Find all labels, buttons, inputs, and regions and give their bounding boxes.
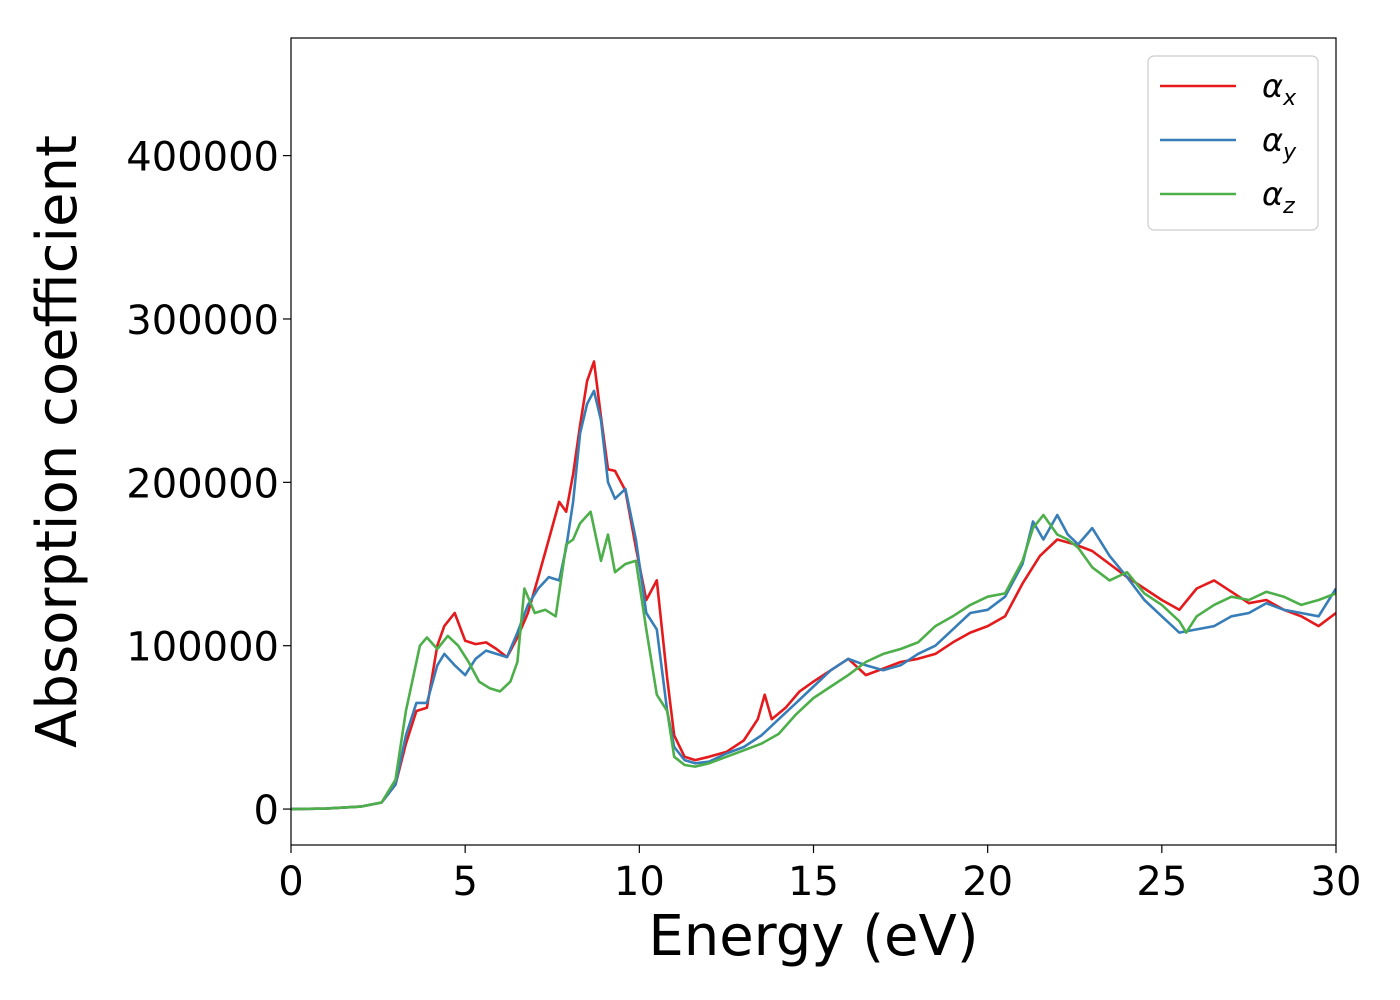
y-tick-label: 100000 [126, 625, 279, 671]
legend-label-x: αx [1262, 67, 1297, 111]
legend: αx αy αz [1147, 55, 1319, 231]
x-tick-label: 25 [1136, 859, 1187, 905]
x-axis-ticks: 0 5 10 15 20 25 30 [278, 845, 1361, 905]
x-tick-label: 5 [452, 859, 477, 905]
y-tick-label: 0 [254, 788, 279, 834]
y-tick-label: 300000 [126, 298, 279, 344]
y-tick-label: 400000 [126, 135, 279, 181]
x-tick-label: 0 [278, 859, 303, 905]
series-line-y [291, 389, 1336, 811]
y-axis-title: Absorption coefficient [25, 135, 90, 748]
y-axis-ticks: 0 100000 200000 300000 400000 [126, 135, 291, 834]
legend-label-z: αz [1262, 175, 1295, 219]
x-tick-label: 10 [614, 859, 665, 905]
series-group [291, 360, 1336, 811]
series-line-z [291, 510, 1336, 811]
series-line-x [291, 360, 1336, 811]
y-tick-label: 200000 [126, 461, 279, 507]
x-tick-label: 20 [962, 859, 1013, 905]
legend-label-y: αy [1262, 121, 1297, 165]
x-axis-title: Energy (eV) [648, 904, 978, 969]
legend-box [1147, 55, 1319, 231]
x-tick-label: 15 [788, 859, 839, 905]
x-tick-label: 30 [1311, 859, 1362, 905]
